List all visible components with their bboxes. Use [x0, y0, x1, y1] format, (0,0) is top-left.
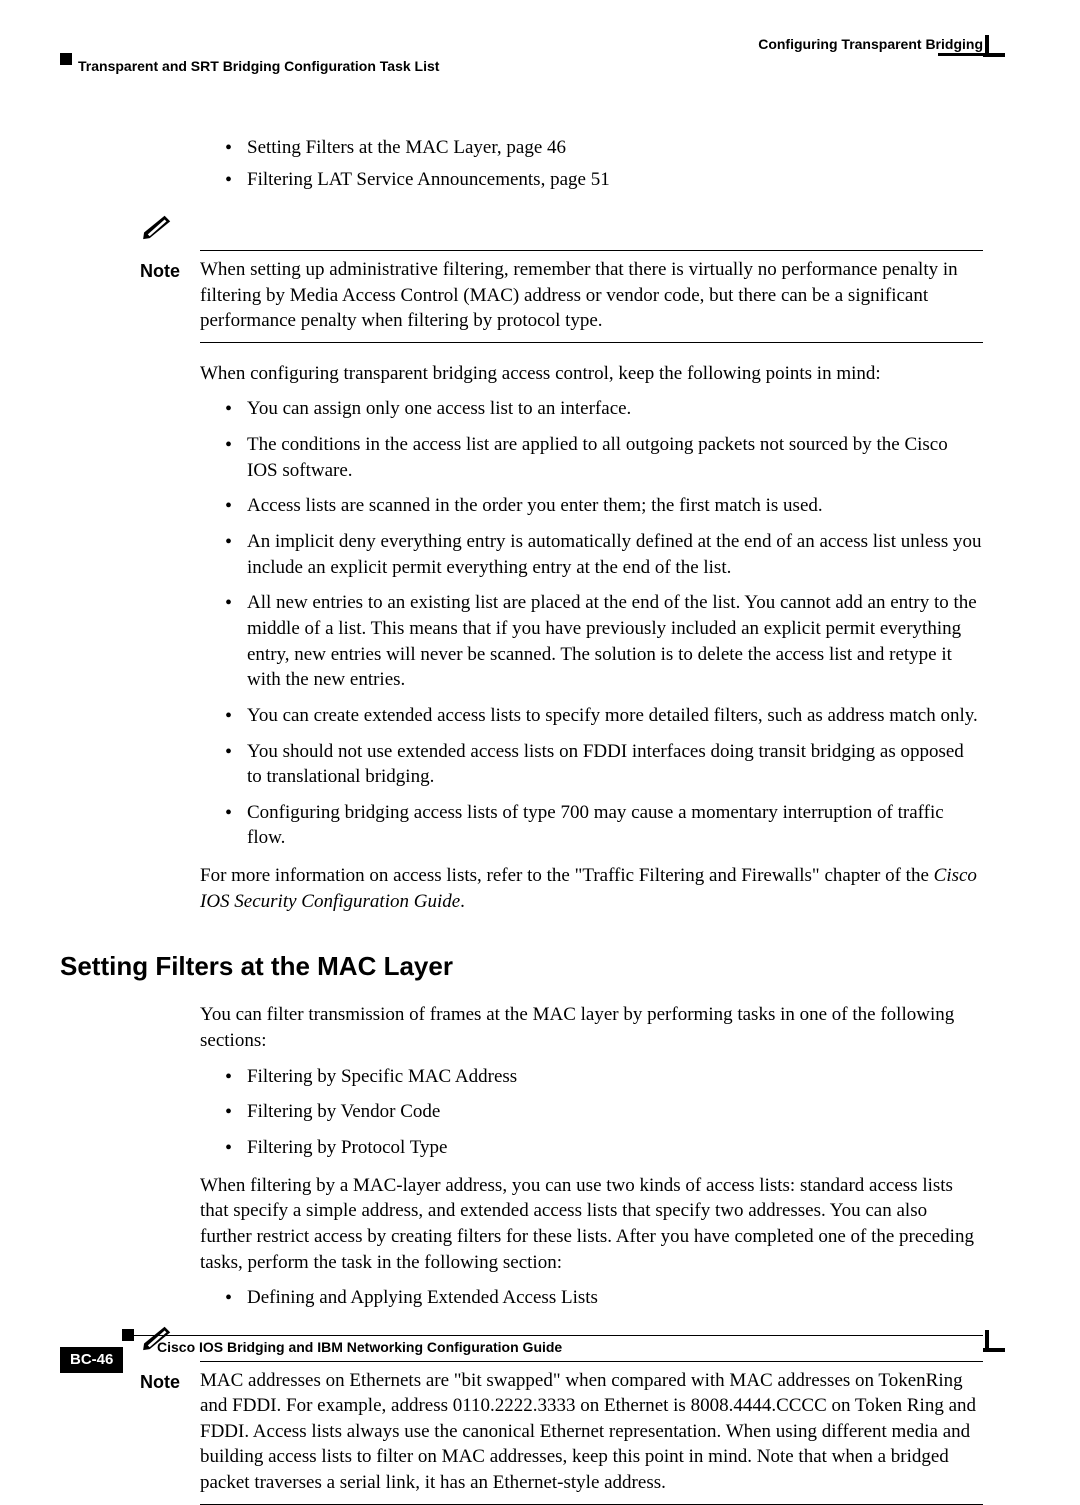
footer-marker [122, 1329, 134, 1341]
note-divider [200, 1361, 983, 1362]
crop-mark [983, 53, 1005, 57]
section-heading: Setting Filters at the MAC Layer [60, 949, 983, 984]
page-header: Configuring Transparent Bridging Transpa… [60, 35, 983, 95]
note-text: MAC addresses on Ethernets are "bit swap… [200, 1368, 983, 1496]
more-info-paragraph: For more information on access lists, re… [200, 863, 983, 914]
filter-bullet-list: Filtering by Specific MAC Address Filter… [225, 1064, 983, 1161]
header-chapter: Configuring Transparent Bridging [758, 35, 983, 54]
main-bullet-list: You can assign only one access list to a… [225, 396, 983, 851]
footer-title: Cisco IOS Bridging and IBM Networking Co… [157, 1338, 983, 1357]
note-label: Note [140, 257, 200, 283]
filter-bullet-list-2: Defining and Applying Extended Access Li… [225, 1285, 983, 1311]
note-divider [200, 342, 983, 343]
list-item: Filtering LAT Service Announcements, pag… [225, 167, 983, 193]
note-divider [200, 250, 983, 251]
header-rule [938, 53, 983, 56]
page-footer: Cisco IOS Bridging and IBM Networking Co… [60, 1335, 983, 1357]
list-item: Filtering by Protocol Type [225, 1135, 983, 1161]
list-item: Access lists are scanned in the order yo… [225, 493, 983, 519]
footer-rule [132, 1335, 983, 1336]
filter-intro-paragraph: You can filter transmission of frames at… [200, 1002, 983, 1053]
note-pencil-icon [140, 212, 178, 240]
list-item: You should not use extended access lists… [225, 739, 983, 790]
list-item: The conditions in the access list are ap… [225, 432, 983, 483]
list-item: Configuring bridging access lists of typ… [225, 800, 983, 851]
list-item: An implicit deny everything entry is aut… [225, 529, 983, 580]
note-label: Note [140, 1368, 200, 1394]
page: Configuring Transparent Bridging Transpa… [0, 0, 1080, 1397]
note-block: Note When setting up administrative filt… [140, 212, 983, 343]
list-item: All new entries to an existing list are … [225, 590, 983, 693]
list-item: Defining and Applying Extended Access Li… [225, 1285, 983, 1311]
intro-paragraph: When configuring transparent bridging ac… [200, 361, 983, 387]
list-item: Filtering by Vendor Code [225, 1099, 983, 1125]
filter-paragraph-2: When filtering by a MAC-layer address, y… [200, 1173, 983, 1276]
crop-mark [983, 1348, 1005, 1352]
note-text: When setting up administrative filtering… [200, 257, 983, 334]
header-section: Transparent and SRT Bridging Configurati… [78, 57, 439, 76]
text: . [460, 891, 465, 912]
list-item: Filtering by Specific MAC Address [225, 1064, 983, 1090]
page-number: BC-46 [60, 1347, 123, 1373]
list-item: You can create extended access lists to … [225, 703, 983, 729]
list-item: You can assign only one access list to a… [225, 396, 983, 422]
text: For more information on access lists, re… [200, 865, 934, 886]
list-item: Setting Filters at the MAC Layer, page 4… [225, 135, 983, 161]
content-area: Setting Filters at the MAC Layer, page 4… [200, 135, 983, 1505]
header-marker [60, 53, 72, 65]
top-bullet-list: Setting Filters at the MAC Layer, page 4… [225, 135, 983, 192]
